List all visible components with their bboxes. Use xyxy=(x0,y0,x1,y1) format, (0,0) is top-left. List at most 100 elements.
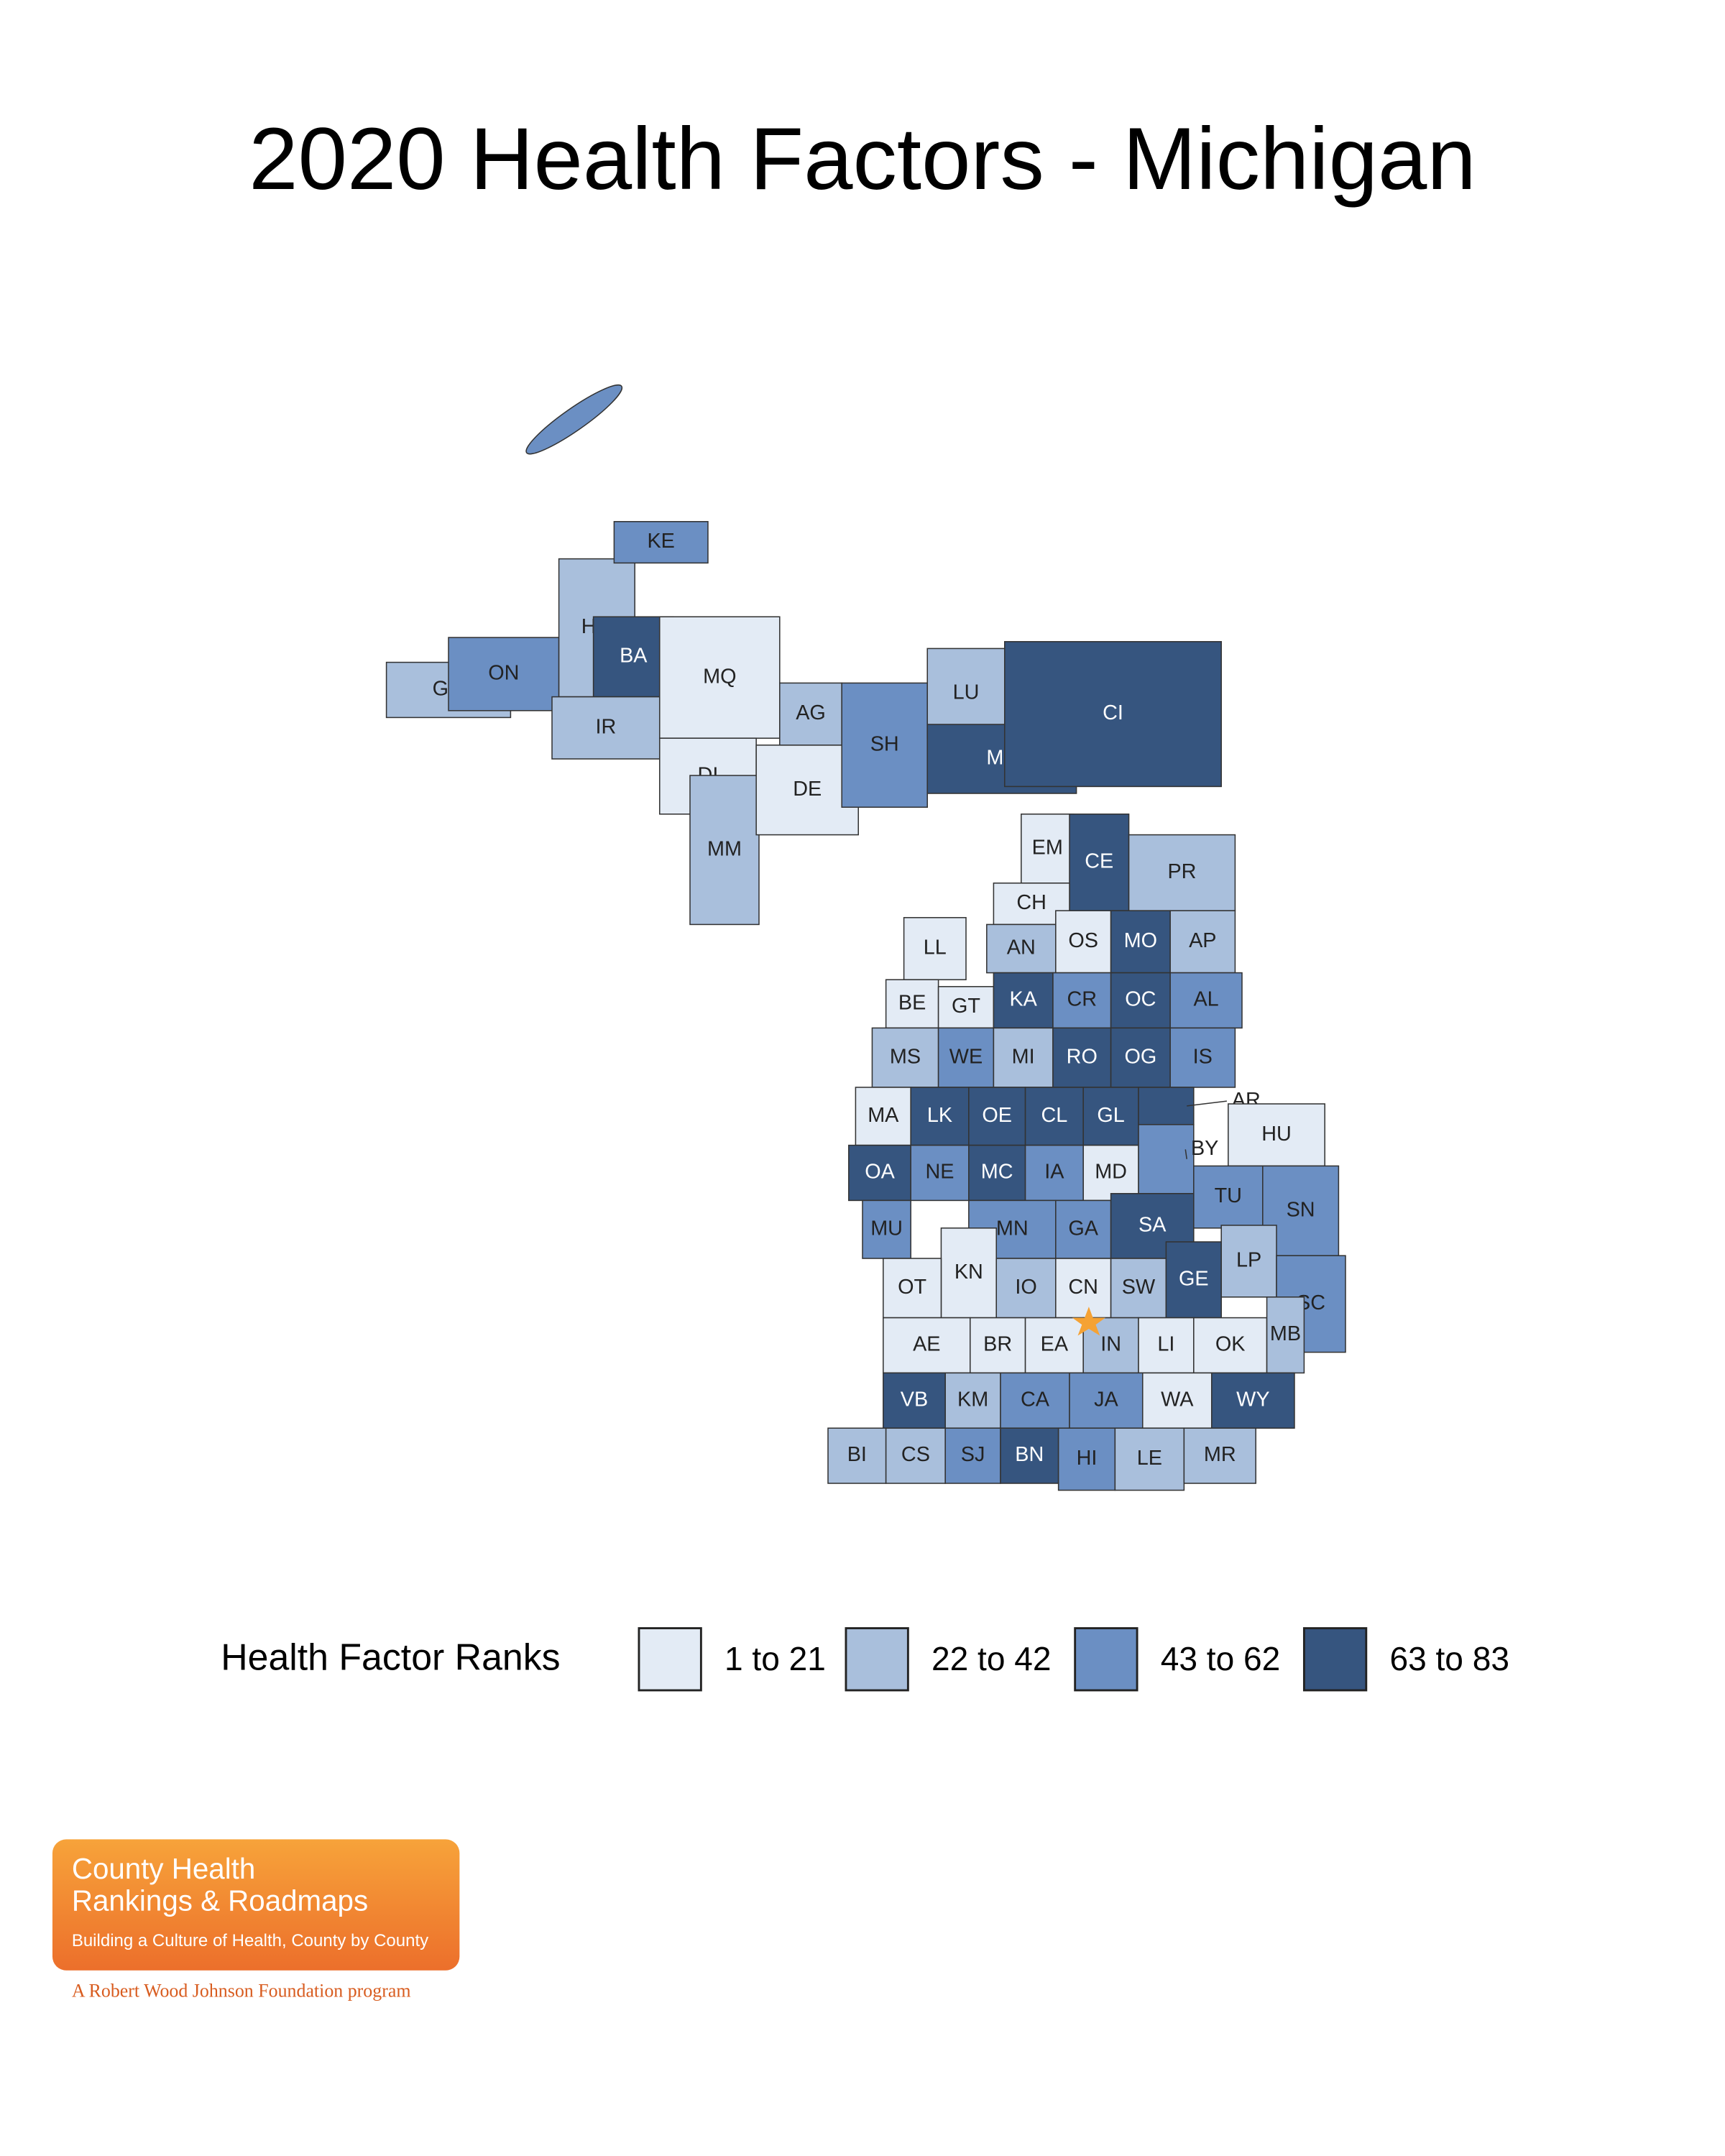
county-label: AL xyxy=(1193,988,1218,1011)
county xyxy=(1024,1087,1084,1146)
county-label: LE xyxy=(1137,1447,1162,1470)
county-label: LU xyxy=(953,681,980,704)
legend-label: 43 to 62 xyxy=(1161,1640,1281,1677)
county-label: HI xyxy=(1077,1447,1098,1470)
legend: 1 to 21 22 to 42 43 to 62 63 to 83 xyxy=(638,1627,1509,1692)
county xyxy=(1220,1225,1277,1298)
county-label: BY xyxy=(1191,1137,1218,1160)
county-label: WE xyxy=(949,1045,983,1068)
title: 2020 Health Factors - Michigan xyxy=(249,110,1476,208)
county-label: GE xyxy=(1179,1267,1209,1290)
county-label: AP xyxy=(1189,929,1216,952)
county xyxy=(848,1144,911,1202)
county xyxy=(1055,910,1112,974)
county xyxy=(1110,1027,1171,1088)
county-label: MR xyxy=(1204,1443,1236,1466)
county xyxy=(885,1427,946,1484)
county xyxy=(1003,641,1222,788)
legend-swatch xyxy=(638,1627,702,1692)
county-label: SA xyxy=(1138,1214,1167,1237)
county-label: SW xyxy=(1122,1276,1156,1299)
county xyxy=(1000,1372,1070,1429)
county-label: CE xyxy=(1085,850,1113,873)
county-label: CA xyxy=(1021,1388,1050,1411)
county-label: MN xyxy=(996,1217,1029,1240)
county-label: MM xyxy=(707,837,742,860)
county xyxy=(993,1027,1054,1088)
legend-label: 22 to 42 xyxy=(932,1640,1052,1677)
county xyxy=(910,1087,970,1146)
county-label: LP xyxy=(1236,1248,1261,1271)
county-label: CH xyxy=(1016,891,1046,914)
county xyxy=(827,1427,887,1484)
county-label: OE xyxy=(982,1104,1012,1127)
legend-swatch xyxy=(845,1627,909,1692)
county-label: AE xyxy=(913,1333,940,1356)
county-label: LL xyxy=(924,936,947,959)
county-label: MQ xyxy=(703,665,736,688)
county xyxy=(1165,1241,1222,1319)
county xyxy=(1055,1199,1112,1259)
county xyxy=(1057,1427,1116,1491)
county xyxy=(613,520,709,564)
county-label: CR xyxy=(1067,988,1097,1011)
legend-label: 63 to 83 xyxy=(1389,1640,1509,1677)
county-label: GT xyxy=(952,995,980,1018)
county-label: SJ xyxy=(961,1443,985,1466)
county-layer: GOONHOKEBAIRMQDIMMDEAGSHLUMKCIEMCEPRCHLL… xyxy=(385,384,1346,1491)
county xyxy=(551,696,661,760)
county xyxy=(855,1087,911,1146)
county-label: EA xyxy=(1041,1333,1069,1356)
county-label: HU xyxy=(1261,1123,1292,1146)
county-label: RO xyxy=(1067,1045,1098,1068)
county-label: CL xyxy=(1041,1104,1067,1127)
county-label: AN xyxy=(1007,936,1036,959)
logo-line2: Rankings & Roadmaps xyxy=(72,1884,368,1917)
county xyxy=(862,1199,911,1259)
county-label: AG xyxy=(796,701,826,724)
county-label: MA xyxy=(868,1104,899,1127)
county xyxy=(1193,1317,1268,1374)
county xyxy=(937,986,995,1029)
county-label: SN xyxy=(1287,1198,1315,1221)
county-label: MU xyxy=(870,1217,903,1240)
county-label: EM xyxy=(1032,836,1063,859)
county-label: BR xyxy=(983,1333,1012,1356)
county-label: OC xyxy=(1125,988,1156,1011)
island xyxy=(525,384,623,455)
county xyxy=(1024,1317,1084,1374)
county xyxy=(658,616,781,739)
county xyxy=(1210,1372,1295,1429)
county-label: OT xyxy=(898,1276,926,1299)
county xyxy=(1114,1427,1185,1491)
legend-swatch xyxy=(1074,1627,1138,1692)
county-label: KE xyxy=(647,530,674,553)
county-label: BE xyxy=(898,991,926,1014)
county-label: CN xyxy=(1068,1276,1098,1299)
county xyxy=(1024,1144,1084,1202)
county-label: IR xyxy=(595,715,616,738)
county-label: OA xyxy=(865,1161,895,1184)
county xyxy=(1128,834,1236,911)
county-label: BN xyxy=(1015,1443,1044,1466)
legend-label: 1 to 21 xyxy=(724,1640,826,1677)
county-label: KM xyxy=(957,1388,988,1411)
county xyxy=(995,1258,1057,1319)
county xyxy=(448,637,560,711)
legend-swatch xyxy=(1302,1627,1368,1692)
county xyxy=(910,1144,970,1202)
county xyxy=(1169,1027,1236,1088)
county xyxy=(968,1144,1026,1202)
county-label: BA xyxy=(620,645,648,668)
county xyxy=(1138,1317,1195,1374)
county-label: SH xyxy=(870,732,899,755)
logo-line1: County Health xyxy=(72,1852,255,1885)
county xyxy=(883,1317,971,1374)
county-label: IS xyxy=(1193,1045,1213,1068)
county-label: KN xyxy=(954,1261,983,1284)
county xyxy=(1055,1258,1112,1319)
leader-line xyxy=(1187,1100,1227,1107)
county-label: GL xyxy=(1097,1104,1124,1127)
county-label: MI xyxy=(1012,1045,1035,1068)
